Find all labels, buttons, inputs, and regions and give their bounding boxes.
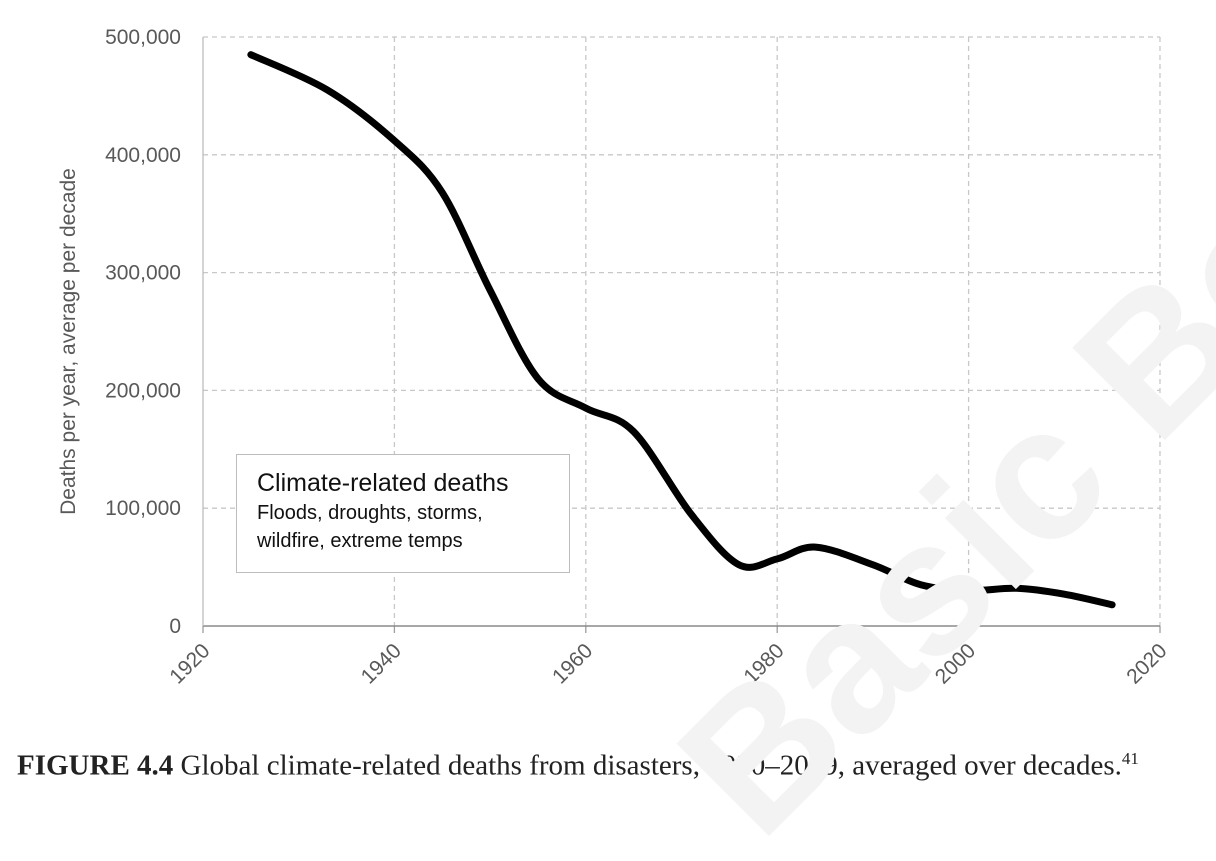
y-tick-label: 100,000 — [105, 497, 181, 520]
y-tick-label: 0 — [169, 615, 181, 638]
legend-title: Climate-related deaths — [257, 469, 509, 497]
y-tick-label: 200,000 — [105, 379, 181, 402]
y-tick-label: 300,000 — [105, 262, 181, 285]
x-tick-label: 1920 — [165, 639, 214, 688]
figure-label: FIGURE 4.4 — [17, 749, 174, 782]
line-chart: 0 100,000 200,000 300,000 400,000 500,000 1920… — [57, 26, 1172, 689]
x-tick-label: 1960 — [548, 639, 597, 688]
y-axis-title: Deaths per year, average per decade — [57, 168, 80, 515]
y-tick-label: 500,000 — [105, 26, 181, 49]
caption-text: Global climate-related deaths from disas… — [173, 749, 1122, 782]
x-tick-label: 2000 — [931, 639, 980, 688]
legend-box: Climate-related deaths Floods, droughts,… — [236, 454, 570, 573]
legend-line-2: wildfire, extreme temps — [257, 530, 463, 552]
figure-caption: FIGURE 4.4 Global climate-related deaths… — [17, 739, 1207, 786]
chart-area: 0 100,000 200,000 300,000 400,000 500,000 1920… — [57, 26, 1172, 689]
legend-line-1: Floods, droughts, storms, — [257, 502, 483, 524]
x-tick-label: 1980 — [739, 639, 788, 688]
series-line — [247, 51, 1116, 609]
x-tick-label: 1940 — [357, 639, 406, 688]
footnote-ref: 41 — [1121, 749, 1139, 768]
x-tick-label: 2020 — [1122, 639, 1171, 688]
y-tick-label: 400,000 — [105, 144, 181, 167]
